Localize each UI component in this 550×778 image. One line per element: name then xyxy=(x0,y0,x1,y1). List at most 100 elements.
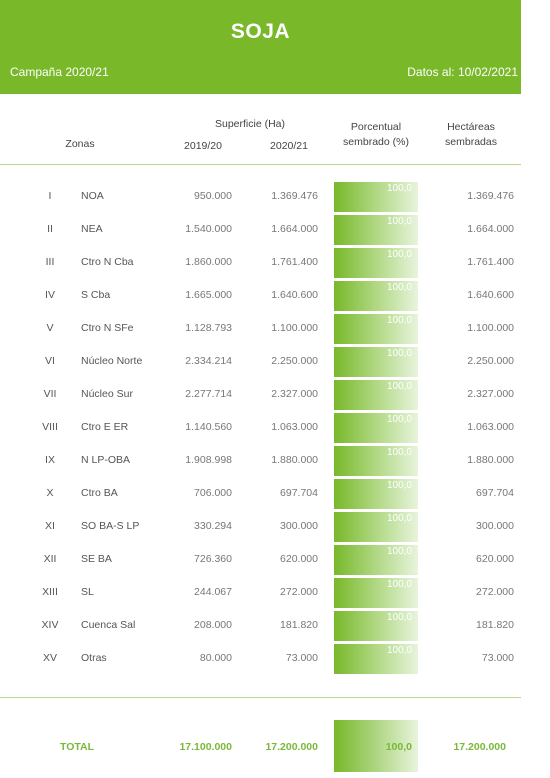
percent-value: 100,0 xyxy=(386,414,412,425)
zone-name: NOA xyxy=(81,190,104,202)
hectareas-sembradas: 1.880.000 xyxy=(467,454,514,466)
total-2020: 17.200.000 xyxy=(265,741,318,753)
hectareas-sembradas: 1.063.000 xyxy=(467,421,514,433)
hectareas-sembradas: 181.820 xyxy=(476,619,514,631)
zone-number: XIII xyxy=(42,586,58,598)
hectareas-header-line1: Hectáreas xyxy=(447,121,495,133)
zone-number: VII xyxy=(43,388,57,400)
table-row: IV S Cba 1.665.000 1.640.600 1.640.600 100,0 xyxy=(0,281,550,311)
superficie-2020: 181.820 xyxy=(280,619,318,631)
total-percent: 100,0 xyxy=(385,741,412,753)
percent-box: 100,0 xyxy=(334,281,418,311)
page-title: SOJA xyxy=(230,20,291,43)
percent-box: 100,0 xyxy=(334,413,418,443)
table-row: XIII SL 244.067 272.000 272.000 100,0 xyxy=(0,578,550,608)
table-row: VI Núcleo Norte 2.334.214 2.250.000 2.250.00… xyxy=(0,347,550,377)
data-date-label: Datos al: 10/02/2021 xyxy=(407,65,518,79)
percent-value: 100,0 xyxy=(386,513,412,524)
superficie-2019: 950.000 xyxy=(194,190,232,202)
zone-number: XIV xyxy=(41,619,59,631)
table-row: I NOA 950.000 1.369.476 1.369.476 100,0 xyxy=(0,182,550,212)
zone-number: XII xyxy=(43,553,57,565)
superficie-2020: 697.704 xyxy=(280,487,318,499)
zone-number: IX xyxy=(45,454,55,466)
total-percent-box: 100,0 xyxy=(334,720,418,772)
zone-name: SO BA-S LP xyxy=(81,520,140,532)
percent-box: 100,0 xyxy=(334,479,418,509)
superficie-2019: 706.000 xyxy=(194,487,232,499)
percent-box: 100,0 xyxy=(334,578,418,608)
superficie-2019: 1.128.793 xyxy=(185,322,232,334)
table-row: III Ctro N Cba 1.860.000 1.761.400 1.761.400… xyxy=(0,248,550,278)
hectareas-sembradas: 73.000 xyxy=(481,652,514,664)
table-row: XIV Cuenca Sal 208.000 181.820 181.820 100,0 xyxy=(0,611,550,641)
zone-number: X xyxy=(46,487,54,499)
hectareas-header: Hectáreas sembradas xyxy=(425,120,517,150)
superficie-2019: 2.334.214 xyxy=(185,355,232,367)
zone-number: V xyxy=(46,322,54,334)
percent-value: 100,0 xyxy=(386,381,412,392)
zone-name: SE BA xyxy=(81,553,112,565)
superficie-2020: 1.880.000 xyxy=(271,454,318,466)
percent-box: 100,0 xyxy=(334,545,418,575)
zone-number: XV xyxy=(42,652,57,664)
zone-name: N LP-OBA xyxy=(81,454,131,466)
total-divider xyxy=(0,697,521,698)
percent-value: 100,0 xyxy=(386,249,412,260)
superficie-2019: 1.540.000 xyxy=(185,223,232,235)
percent-box: 100,0 xyxy=(334,512,418,542)
superficie-2019: 80.000 xyxy=(199,652,232,664)
zone-number: I xyxy=(48,190,52,202)
percent-box: 100,0 xyxy=(334,611,418,641)
title-banner: SOJA Campaña 2020/21 Datos al: 10/02/202… xyxy=(0,0,550,94)
hectareas-sembradas: 272.000 xyxy=(476,586,514,598)
table-row: XV Otras 80.000 73.000 73.000 100,0 xyxy=(0,644,550,674)
porcentual-header-line1: Porcentual xyxy=(350,121,402,133)
superficie-2020: 272.000 xyxy=(280,586,318,598)
percent-value: 100,0 xyxy=(386,645,412,656)
table-row: X Ctro BA 706.000 697.704 697.704 100,0 xyxy=(0,479,550,509)
header-divider xyxy=(0,164,521,165)
superficie-2020: 73.000 xyxy=(285,652,318,664)
percent-value: 100,0 xyxy=(386,183,412,194)
superficie-2019: 1.908.998 xyxy=(185,454,232,466)
percent-value: 100,0 xyxy=(386,315,412,326)
superficie-2020: 1.369.476 xyxy=(271,190,318,202)
zone-name: Cuenca Sal xyxy=(81,619,136,631)
percent-box: 100,0 xyxy=(334,215,418,245)
superficie-2019: 244.067 xyxy=(194,586,232,598)
campaign-label: Campaña 2020/21 xyxy=(10,65,109,79)
hectareas-sembradas: 2.327.000 xyxy=(467,388,514,400)
superficie-2020: 300.000 xyxy=(280,520,318,532)
percent-box: 100,0 xyxy=(334,182,418,212)
hectareas-sembradas: 1.664.000 xyxy=(467,223,514,235)
hectareas-sembradas: 697.704 xyxy=(476,487,514,499)
zonas-header: Zonas xyxy=(65,138,95,150)
hectareas-sembradas: 1.761.400 xyxy=(467,256,514,268)
superficie-2020: 620.000 xyxy=(280,553,318,565)
percent-box: 100,0 xyxy=(334,347,418,377)
percent-box: 100,0 xyxy=(334,380,418,410)
porcentual-header: Porcentual sembrado (%) xyxy=(330,120,422,150)
zone-name: S Cba xyxy=(81,289,111,301)
percent-value: 100,0 xyxy=(386,480,412,491)
zone-number: XI xyxy=(45,520,55,532)
porcentual-header-line2: sembrado (%) xyxy=(343,136,409,148)
percent-box: 100,0 xyxy=(334,314,418,344)
zone-name: Otras xyxy=(81,652,107,664)
superficie-header: Superficie (Ha) xyxy=(214,118,286,130)
hectareas-sembradas: 2.250.000 xyxy=(467,355,514,367)
zone-name: Núcleo Sur xyxy=(81,388,133,400)
total-label: TOTAL xyxy=(60,741,95,753)
superficie-2019: 208.000 xyxy=(194,619,232,631)
superficie-2019: 1.665.000 xyxy=(185,289,232,301)
zone-number: IV xyxy=(45,289,55,301)
percent-box: 100,0 xyxy=(334,248,418,278)
superficie-2020: 1.063.000 xyxy=(271,421,318,433)
total-2019: 17.100.000 xyxy=(179,741,232,753)
superficie-2019: 1.860.000 xyxy=(185,256,232,268)
percent-value: 100,0 xyxy=(386,447,412,458)
table-row: VII Núcleo Sur 2.277.714 2.327.000 2.327.000… xyxy=(0,380,550,410)
hectareas-sembradas: 620.000 xyxy=(476,553,514,565)
table-row: V Ctro N SFe 1.128.793 1.100.000 1.100.000 10… xyxy=(0,314,550,344)
